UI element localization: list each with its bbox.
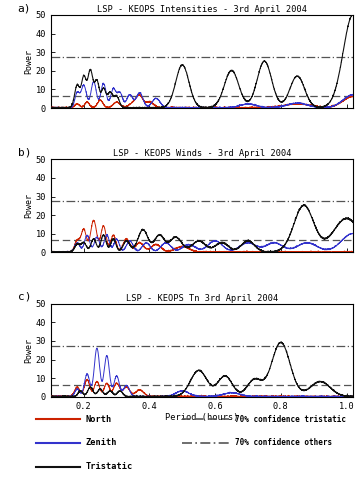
- Text: Tristatic: Tristatic: [86, 462, 133, 471]
- Text: 70% confidence tristatic: 70% confidence tristatic: [235, 415, 346, 424]
- Text: North: North: [86, 415, 112, 424]
- Title: LSP - KEOPS Winds - 3rd April 2004: LSP - KEOPS Winds - 3rd April 2004: [113, 149, 291, 159]
- Text: b): b): [18, 147, 31, 157]
- Title: LSP - KEOPS Intensities - 3rd April 2004: LSP - KEOPS Intensities - 3rd April 2004: [97, 5, 307, 14]
- Y-axis label: Power: Power: [24, 49, 33, 74]
- Text: a): a): [18, 3, 31, 13]
- Text: 70% confidence others: 70% confidence others: [235, 438, 332, 447]
- Y-axis label: Power: Power: [24, 338, 33, 363]
- Y-axis label: Power: Power: [24, 193, 33, 218]
- X-axis label: Period (hours): Period (hours): [165, 414, 239, 423]
- Title: LSP - KEOPS Tn 3rd April 2004: LSP - KEOPS Tn 3rd April 2004: [126, 294, 278, 303]
- Text: c): c): [18, 292, 31, 302]
- Text: Zenith: Zenith: [86, 438, 117, 447]
